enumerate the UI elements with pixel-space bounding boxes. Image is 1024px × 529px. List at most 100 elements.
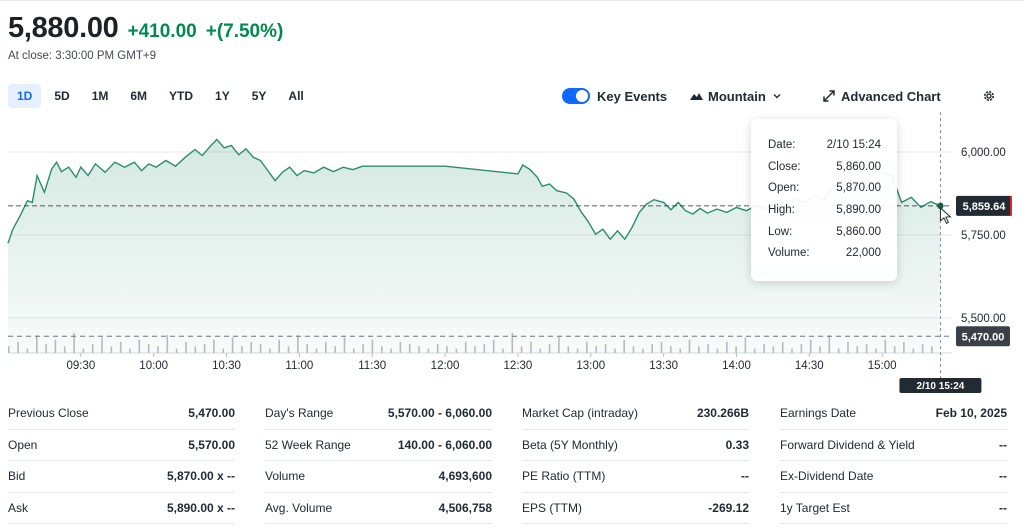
previous-close-label: 5,470.00 bbox=[962, 331, 1005, 343]
stat-label: EPS (TTM) bbox=[522, 500, 582, 515]
price-change: +410.00 bbox=[127, 21, 197, 42]
stat-row-earnings-date: Earnings Date Feb 10, 2025 bbox=[780, 398, 1007, 430]
range-5d-button[interactable]: 5D bbox=[54, 89, 70, 103]
tooltip-label: Close: bbox=[768, 160, 801, 173]
key-events-label: Key Events bbox=[597, 88, 668, 104]
toggle-switch-icon[interactable] bbox=[562, 88, 590, 104]
stat-value: -269.12 bbox=[708, 500, 749, 515]
stats-column: Day's Range 5,570.00 - 6,060.00 52 Week R… bbox=[265, 398, 492, 524]
tooltip-value: 2/10 15:24 bbox=[826, 139, 881, 151]
stat-label: Forward Dividend & Yield bbox=[780, 437, 915, 452]
stat-value: -- bbox=[999, 500, 1007, 515]
y-tick-label: 6,000.00 bbox=[961, 147, 1006, 159]
x-tick-label: 14:00 bbox=[722, 360, 751, 372]
range-selector: 1D 5D 1M 6M YTD 1Y 5Y All bbox=[8, 84, 317, 108]
stat-row-pe-ratio: PE Ratio (TTM) -- bbox=[522, 461, 749, 493]
stat-value: 0.33 bbox=[725, 437, 749, 452]
tooltip-value: 5,870.00 bbox=[836, 182, 881, 195]
previous-close-badge bbox=[956, 326, 1010, 347]
stat-label: Volume bbox=[265, 469, 306, 484]
price-chart[interactable]: 6,000.00 5,750.00 5,500.00 5,859.64 5,47… bbox=[0, 112, 1024, 397]
stat-row-ask: Ask 5,890.00 x -- bbox=[8, 493, 235, 524]
crosshair-time-badge bbox=[899, 378, 982, 393]
tooltip-label: Low: bbox=[768, 225, 793, 238]
tooltip-row: Volume: 22,000 bbox=[768, 243, 881, 265]
x-tick-label: 13:00 bbox=[576, 360, 605, 372]
y-tick-label: 5,750.00 bbox=[961, 230, 1006, 242]
stats-column: Market Cap (intraday) 230.266B Beta (5Y M… bbox=[522, 398, 749, 524]
stat-row-beta: Beta (5Y Monthly) 0.33 bbox=[522, 430, 749, 461]
stat-value: 140.00 - 6,060.00 bbox=[397, 437, 492, 452]
crosshair-price-label: 5,859.64 bbox=[963, 201, 1007, 213]
tooltip-label: Open: bbox=[768, 182, 800, 195]
stat-label: Ask bbox=[8, 500, 29, 515]
stat-row-open: Open 5,570.00 bbox=[8, 430, 235, 461]
tooltip-value: 5,860.00 bbox=[836, 225, 881, 238]
stat-label: Market Cap (intraday) bbox=[522, 406, 639, 421]
stat-label: Bid bbox=[8, 469, 26, 484]
stat-label: Day's Range bbox=[265, 406, 334, 421]
market-close-time: At close: 3:30:00 PM GMT+9 bbox=[8, 50, 156, 62]
stat-value: 5,890.00 x -- bbox=[166, 500, 235, 515]
chart-toolbar: Key Events Mountain Advanced Chart bbox=[0, 84, 1024, 108]
stat-row-forward-dividend: Forward Dividend & Yield -- bbox=[780, 430, 1007, 461]
stat-value: -- bbox=[741, 469, 749, 484]
stat-label: Earnings Date bbox=[780, 406, 857, 421]
stats-column: Previous Close 5,470.00 Open 5,570.00 Bid 5… bbox=[8, 398, 235, 524]
crosshair-time-label: 2/10 15:24 bbox=[917, 381, 965, 392]
mouse-pointer-icon bbox=[939, 206, 952, 225]
stat-row-target-est: 1y Target Est -- bbox=[780, 493, 1007, 524]
stat-value: Feb 10, 2025 bbox=[935, 406, 1007, 421]
stat-value: 5,870.00 x -- bbox=[166, 469, 235, 484]
top-divider bbox=[0, 0, 1024, 1]
tooltip-value: 22,000 bbox=[845, 247, 881, 260]
quote-header: 5,880.00 +410.00 +(7.50%) bbox=[8, 12, 283, 45]
tooltip-row: Low: 5,860.00 bbox=[768, 222, 881, 244]
x-tick-label: 14:30 bbox=[795, 360, 824, 372]
stat-label: Open bbox=[8, 437, 38, 452]
range-1d-button[interactable]: 1D bbox=[8, 84, 42, 108]
range-all-button[interactable]: All bbox=[288, 89, 304, 103]
range-ytd-button[interactable]: YTD bbox=[169, 89, 194, 103]
stat-value: -- bbox=[999, 437, 1007, 452]
stat-label: Previous Close bbox=[8, 406, 89, 421]
tooltip-row: Date: 2/10 15:24 bbox=[768, 135, 881, 157]
expand-arrows-icon bbox=[823, 90, 835, 102]
key-events-toggle[interactable]: Key Events bbox=[562, 84, 667, 108]
tooltip-label: Volume: bbox=[768, 247, 810, 260]
stat-label: Avg. Volume bbox=[265, 500, 333, 515]
range-1y-button[interactable]: 1Y bbox=[215, 89, 230, 103]
x-tick-label: 09:30 bbox=[66, 360, 95, 372]
stat-value: 5,570.00 - 6,060.00 bbox=[387, 406, 492, 421]
x-tick-label: 10:00 bbox=[139, 360, 168, 372]
x-axis-ticks: 09:30 10:00 10:30 11:00 11:30 12:00 12:30 13:00… bbox=[66, 353, 897, 372]
tooltip-value: 5,890.00 bbox=[836, 204, 881, 217]
tooltip-label: Date: bbox=[768, 139, 796, 151]
stat-row-ex-dividend-date: Ex-Dividend Date -- bbox=[780, 461, 1007, 493]
tooltip-row: High: 5,890.00 bbox=[768, 200, 881, 222]
stat-row-eps: EPS (TTM) -269.12 bbox=[522, 493, 749, 524]
crosshair-price-badge bbox=[956, 195, 1012, 216]
chart-settings-button[interactable] bbox=[982, 84, 996, 108]
range-5y-button[interactable]: 5Y bbox=[251, 89, 267, 103]
range-1m-button[interactable]: 1M bbox=[91, 89, 109, 103]
stat-label: 1y Target Est bbox=[780, 500, 850, 515]
gear-icon bbox=[984, 91, 994, 101]
price-chart-svg[interactable]: 6,000.00 5,750.00 5,500.00 5,859.64 5,47… bbox=[0, 112, 1024, 397]
x-tick-label: 10:30 bbox=[212, 360, 241, 372]
stat-label: PE Ratio (TTM) bbox=[522, 469, 606, 484]
x-tick-label: 11:00 bbox=[285, 360, 313, 372]
stat-label: Ex-Dividend Date bbox=[780, 469, 874, 484]
stat-row-avg-volume: Avg. Volume 4,506,758 bbox=[265, 493, 492, 524]
chart-type-dropdown[interactable]: Mountain bbox=[690, 84, 782, 108]
tooltip-row: Open: 5,870.00 bbox=[768, 178, 881, 200]
advanced-chart-label: Advanced Chart bbox=[841, 88, 941, 104]
ohlc-tooltip: Date: 2/10 15:24 Close: 5,860.00 Open: 5,87… bbox=[751, 119, 897, 281]
advanced-chart-button[interactable]: Advanced Chart bbox=[823, 84, 941, 108]
range-6m-button[interactable]: 6M bbox=[130, 89, 148, 103]
tooltip-label: High: bbox=[768, 204, 795, 217]
chevron-down-icon bbox=[773, 94, 781, 99]
stat-value: -- bbox=[999, 469, 1007, 484]
stat-value: 4,506,758 bbox=[438, 500, 492, 515]
tooltip-value: 5,860.00 bbox=[836, 160, 881, 173]
